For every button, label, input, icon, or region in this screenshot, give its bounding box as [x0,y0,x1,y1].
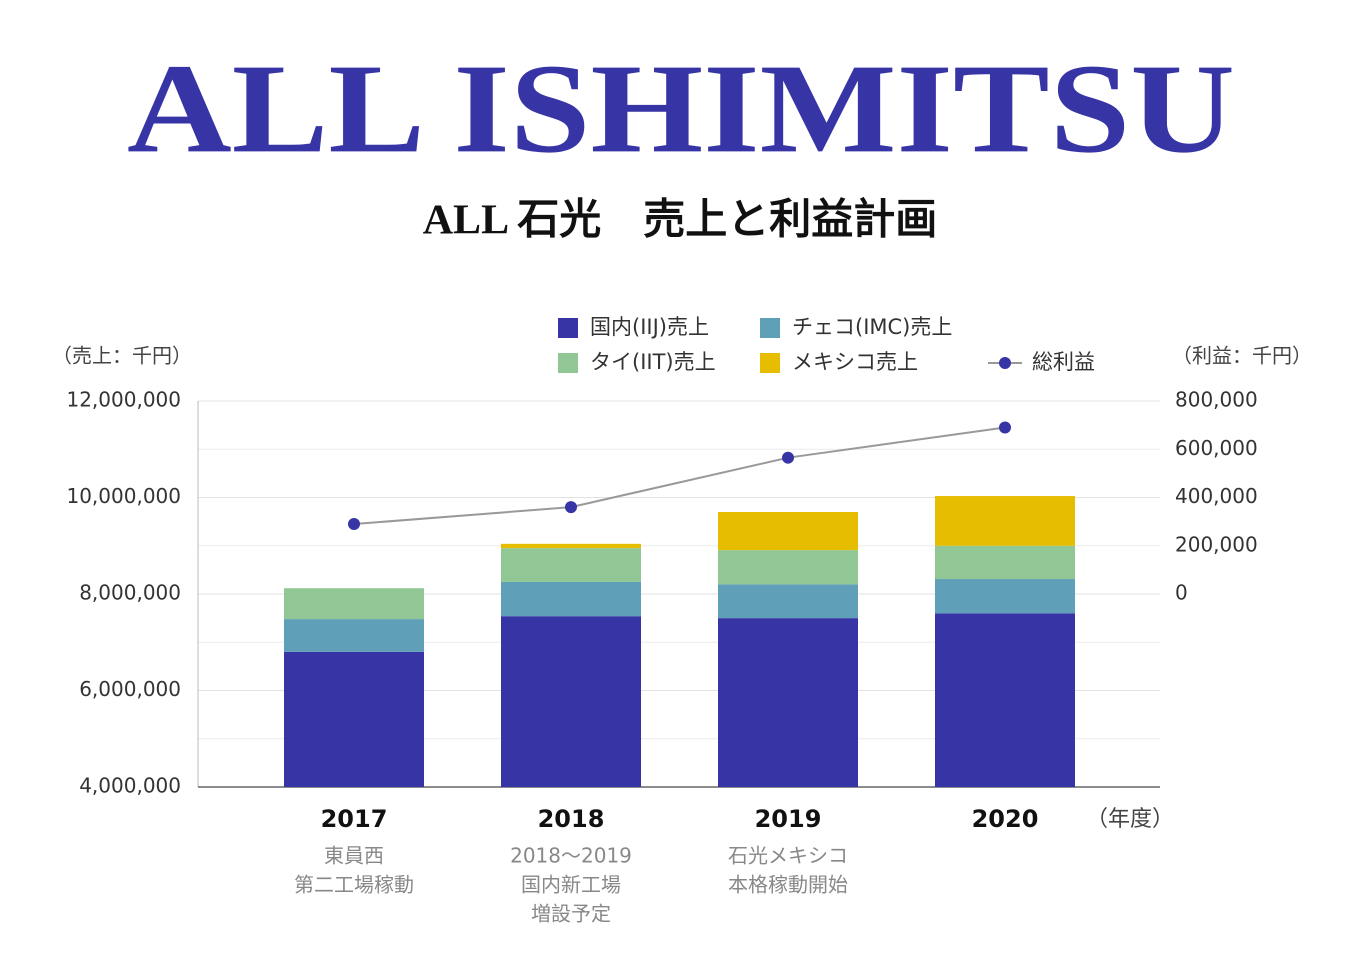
y2-tick-label: 600,000 [1175,436,1258,460]
legend-label: 国内(IIJ)売上 [590,315,709,339]
profit-point [565,501,577,514]
bar-segment [935,613,1075,787]
y2-tick-label: 200,000 [1175,532,1258,556]
bar-segment [284,619,424,652]
bar-segment [718,550,858,585]
profit-point [348,518,360,531]
bar-segment [501,616,641,787]
legend-marker [999,357,1011,369]
annotation: 本格稼動開始 [728,873,848,897]
legend-label: メキシコ売上 [792,350,918,374]
chart-subtitle: ALL 石光 売上と利益計画 [423,197,938,244]
legend-swatch [760,353,780,373]
y-tick-label: 10,000,000 [66,484,181,508]
profit-point [782,451,794,464]
legend-swatch [760,318,780,338]
profit-line [353,426,1006,526]
bar-segment [284,651,424,787]
x-tick-label: 2018 [538,805,605,833]
annotation: 2018〜2019 [510,844,632,868]
bar-segment [284,588,424,620]
bar-segment [935,496,1075,546]
y-tick-label: 4,000,000 [79,774,181,798]
bar-segment [718,511,858,551]
y2-axis-label: （利益：千円） [1172,344,1312,368]
x-tick-label: 2020 [972,805,1039,833]
y-tick-label: 6,000,000 [79,677,181,701]
y-axis-label: （売上：千円） [52,344,192,368]
y2-tick-label: 400,000 [1175,484,1258,508]
bar-segment [718,618,858,787]
bar-segment [501,581,641,617]
annotation: 国内新工場 [521,873,621,897]
legend-label: 総利益 [1032,350,1095,374]
annotation: 増設予定 [531,902,611,926]
y-tick-label: 8,000,000 [79,581,181,605]
legend-label: チェコ(IMC)売上 [792,315,952,339]
y-tick-label: 12,000,000 [66,388,181,412]
profit-point [999,421,1011,434]
bar-segment [935,579,1075,614]
chart-title: ALL ISHIMITSU [127,37,1235,179]
legend-label: タイ(IIT)売上 [590,350,716,374]
legend-swatch [558,353,578,373]
bar-segment [718,584,858,619]
y2-tick-label: 0 [1175,581,1188,605]
legend-swatch [558,318,578,338]
x-tick-label: 2017 [321,805,388,833]
y2-tick-label: 800,000 [1175,388,1258,412]
bar-segment [501,543,641,549]
annotation: 第二工場稼動 [294,873,414,897]
bar-segment [935,545,1075,580]
x-tick-label: 2019 [755,805,822,833]
annotation: 石光メキシコ [728,844,848,868]
x-axis-label: （年度） [1086,807,1174,832]
bar-segment [501,548,641,582]
annotation: 東員西 [324,844,384,868]
